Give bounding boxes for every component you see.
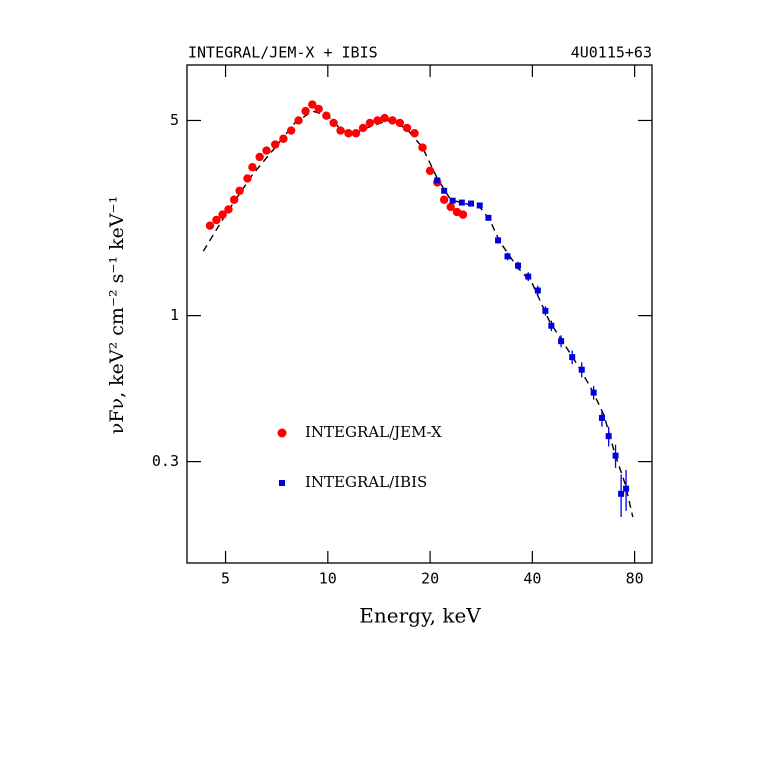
data-point [598, 414, 605, 421]
data-point [351, 129, 361, 138]
data-point [525, 273, 532, 280]
data-point [308, 100, 317, 109]
data-point [218, 210, 227, 219]
x-tick-label: 20 [421, 570, 439, 588]
data-point [468, 200, 475, 207]
y-tick-label: 0.3 [152, 452, 179, 470]
data-point [224, 205, 233, 214]
data-point [578, 366, 585, 373]
x-axis-label: Energy, keV [359, 604, 481, 628]
data-point [255, 152, 264, 162]
x-tick-label: 5 [221, 570, 230, 588]
x-tick-label: 80 [626, 570, 644, 588]
data-point [358, 123, 368, 133]
legend-label: INTEGRAL/JEM-X [305, 423, 442, 441]
data-point [262, 146, 271, 155]
y-tick-label: 1 [170, 306, 179, 324]
data-point [441, 187, 448, 194]
data-point [336, 126, 345, 135]
data-point [618, 490, 625, 497]
y-axis-label: νFν, keV² cm⁻² s⁻¹ keV⁻¹ [106, 196, 128, 434]
data-point [476, 202, 483, 209]
data-point [344, 129, 353, 138]
data-point [294, 116, 303, 125]
data-point [515, 262, 522, 269]
x-tick-label: 40 [523, 570, 541, 588]
chart-subtitle: 4U0115+63 [571, 44, 652, 62]
data-point [558, 338, 565, 345]
data-point [485, 214, 492, 221]
data-point [314, 104, 323, 114]
data-point [434, 177, 441, 184]
data-point [402, 123, 412, 133]
chart-title: INTEGRAL/JEM-X + IBIS [188, 44, 378, 62]
legend-marker [277, 428, 287, 438]
data-point [395, 118, 405, 128]
data-point [380, 113, 389, 123]
data-point [410, 129, 419, 138]
data-point [301, 106, 310, 116]
data-point [271, 140, 280, 149]
data-point [248, 163, 257, 172]
data-point [623, 485, 630, 492]
legend-marker [279, 480, 285, 486]
data-point [373, 116, 382, 125]
data-point [569, 354, 576, 361]
data-point [329, 118, 338, 128]
data-point [286, 126, 296, 135]
data-point [458, 199, 465, 206]
x-tick-label: 10 [319, 570, 337, 588]
data-point [548, 322, 555, 329]
legend-label: INTEGRAL/IBIS [305, 473, 427, 491]
data-point [590, 389, 597, 396]
data-point [212, 215, 221, 225]
data-point [495, 237, 502, 244]
data-point [458, 210, 468, 219]
data-point [439, 195, 449, 204]
data-point [504, 253, 511, 260]
data-point [243, 174, 252, 183]
data-point [279, 134, 288, 143]
model-curve [202, 110, 634, 518]
data-point [446, 202, 455, 212]
data-point [449, 197, 456, 204]
plot-frame [186, 64, 653, 564]
data-point [425, 166, 435, 176]
data-point [235, 186, 244, 195]
data-point [205, 221, 215, 230]
data-point [388, 116, 397, 125]
data-point [542, 307, 549, 314]
y-tick-label: 5 [170, 111, 179, 129]
data-point [322, 111, 331, 120]
data-point [534, 287, 541, 294]
data-point [612, 452, 619, 459]
data-point [229, 195, 239, 204]
data-point [605, 433, 612, 440]
data-point [418, 143, 427, 152]
data-point [365, 118, 375, 128]
